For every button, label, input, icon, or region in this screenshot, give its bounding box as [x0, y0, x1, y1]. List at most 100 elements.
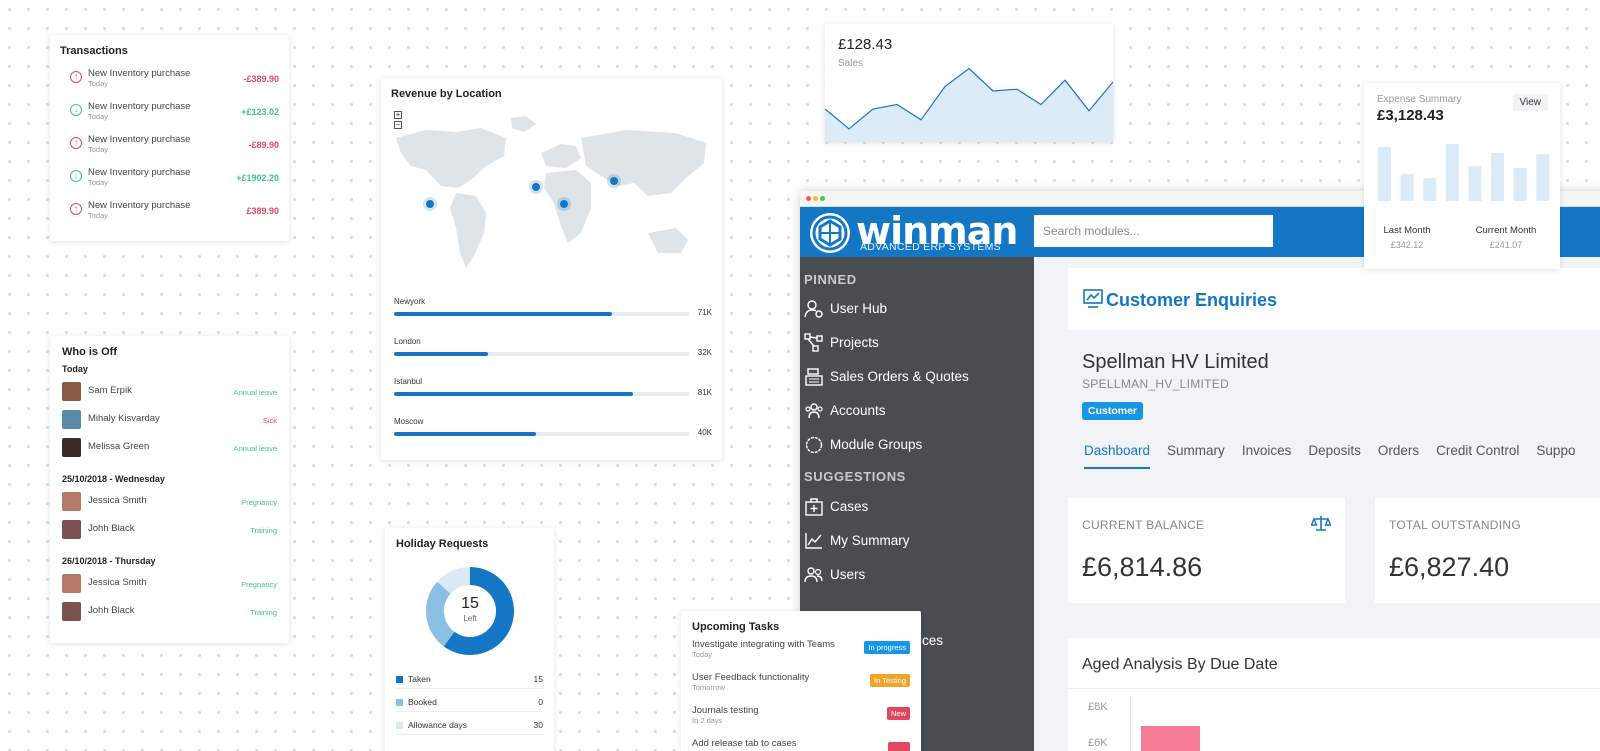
aged-analysis-card: Aged Analysis By Due Date £8K £6K [1068, 638, 1600, 751]
tab-support[interactable]: Suppo [1536, 443, 1576, 458]
location-name: Moscow [394, 417, 424, 426]
sidebar-item-projects[interactable]: Projects [804, 331, 1029, 355]
tab-summary[interactable]: Summary [1167, 443, 1225, 458]
tab-dashboard[interactable]: Dashboard [1084, 443, 1151, 469]
who-is-off-row[interactable]: Johh Black Training [62, 518, 277, 546]
location-progress-fill [394, 392, 633, 396]
tasks-title: Upcoming Tasks [692, 621, 780, 633]
expense-bar [1468, 166, 1482, 201]
sidebar-item-sales-orders[interactable]: Sales Orders & Quotes [804, 365, 1029, 389]
world-map[interactable] [386, 108, 716, 283]
current-month-label: Current Month [1475, 225, 1537, 236]
transaction-amount: £389.90 [246, 206, 279, 216]
task-row[interactable]: Add release tab to cases [692, 738, 910, 751]
tab-credit-control[interactable]: Credit Control [1436, 443, 1520, 458]
map-zoom-out-button[interactable]: − [394, 120, 402, 129]
sidebar-item-cases[interactable]: Cases [804, 495, 1029, 519]
balance-scale-icon [1311, 516, 1331, 531]
sidebar-item-label: Cases [830, 499, 869, 514]
winman-logo-icon[interactable] [810, 213, 850, 253]
sales-card: £128.43 Sales [825, 24, 1113, 142]
expense-view-button[interactable]: View [1512, 94, 1548, 111]
holiday-legend-label: Allowance days [408, 720, 468, 730]
last-month-column: Last Month £342.12 [1367, 225, 1447, 250]
who-is-off-group-heading: 26/10/2018 - Thursday [62, 556, 156, 566]
sales-area [825, 68, 1113, 142]
map-zoom-in-button[interactable]: + [394, 110, 402, 119]
expense-bar [1378, 147, 1391, 201]
transaction-date: Today [88, 79, 109, 88]
module-search-input[interactable] [1034, 215, 1273, 247]
expense-bar [1445, 144, 1459, 201]
transaction-row[interactable]: ↓ New Inventory purchase Today +£1902.20 [60, 165, 279, 198]
logo-tagline: ADVANCED ERP SYSTEMS [860, 241, 1001, 253]
transaction-row[interactable]: ↑ New Inventory purchase Today £389.90 [60, 198, 279, 231]
who-is-off-group-heading: 25/10/2018 - Wednesday [62, 474, 165, 484]
tab-deposits[interactable]: Deposits [1308, 443, 1361, 458]
location-progress-fill [394, 312, 613, 316]
task-row[interactable]: Investigate integrating with Teams Today I… [692, 639, 910, 672]
holiday-legend-row: Taken 15 [396, 666, 543, 689]
task-row[interactable]: Journals testing In 2 days New [692, 705, 910, 738]
current-balance-label: CURRENT BALANCE [1082, 518, 1205, 532]
map-marker-london [532, 183, 540, 191]
aged-bar[interactable] [1141, 726, 1200, 751]
current-month-value: £241.07 [1489, 240, 1523, 250]
window-minimize-button[interactable] [813, 196, 818, 201]
who-is-off-row[interactable]: Jessica Smith Pregnancy [62, 490, 277, 518]
expense-bar [1423, 178, 1437, 201]
transaction-row[interactable]: ↑ New Inventory purchase Today -£389.90 [60, 66, 279, 99]
window-maximize-button[interactable] [820, 196, 825, 201]
sidebar-item-partial[interactable]: ces [804, 629, 1029, 653]
window-close-button[interactable] [806, 196, 811, 201]
expense-bar-chart [1378, 144, 1550, 201]
tab-invoices[interactable]: Invoices [1241, 443, 1292, 458]
expense-label: Expense Summary [1377, 94, 1462, 105]
sidebar-item-user-hub[interactable]: User Hub [804, 297, 1029, 321]
holiday-legend-value: 30 [533, 720, 543, 730]
task-row[interactable]: User Feedback functionality Tomorrow In Te… [692, 672, 910, 705]
who-is-off-row[interactable]: Jessica Smith Pregnancy [62, 572, 277, 600]
task-title: User Feedback functionality [692, 672, 810, 683]
sidebar-item-module-groups[interactable]: Module Groups [804, 433, 1029, 457]
location-progress-bar [394, 432, 689, 436]
company-tabs: Dashboard Summary Invoices Deposits Orders Cr… [1084, 442, 1592, 472]
who-is-off-row[interactable]: Sam Erpik Annual leave [62, 380, 277, 408]
who-is-off-row[interactable]: Mihaly Kisvarday Sick [62, 408, 277, 436]
last-month-label: Last Month [1383, 225, 1431, 236]
users-icon [804, 567, 823, 583]
expense-summary-card: Expense Summary £3,128.43 View Last Mont… [1364, 83, 1560, 269]
who-is-off-row[interactable]: Melissa Green Annual leave [62, 436, 277, 464]
location-name: Istanbul [394, 377, 423, 386]
expense-bar [1491, 153, 1504, 201]
transaction-row[interactable]: ↑ New Inventory purchase Today -£89.90 [60, 132, 279, 165]
person-name: Melissa Green [88, 441, 150, 452]
location-row: Moscow 40K [394, 417, 712, 437]
holiday-legend: Taken 15 Booked 0 Allowance days 30 [396, 666, 543, 735]
location-name: Newyork [394, 297, 426, 306]
who-is-off-row[interactable]: Johh Black Training [62, 600, 277, 628]
upcoming-tasks-card: Upcoming Tasks Investigate integrating w… [681, 611, 921, 751]
leave-type: Annual leave [233, 388, 277, 397]
transaction-row[interactable]: ↓ New Inventory purchase Today +£123.02 [60, 99, 279, 132]
location-progress-bar [394, 352, 689, 356]
revenue-by-location-card: Revenue by Location + − Newyork 71K London… [381, 78, 722, 460]
arrow-up-circle-icon: ↑ [70, 137, 82, 149]
user-settings-icon [804, 300, 823, 318]
holiday-donut [425, 567, 514, 655]
last-month-value: £342.12 [1390, 240, 1424, 250]
transaction-date: Today [88, 178, 109, 187]
sidebar-item-label: Module Groups [830, 437, 923, 452]
transaction-description: New Inventory purchase [88, 134, 191, 145]
revenue-title: Revenue by Location [391, 88, 502, 100]
transaction-description: New Inventory purchase [88, 68, 191, 79]
person-name: Mihaly Kisvarday [88, 413, 160, 424]
sidebar-item-users[interactable]: Users [804, 563, 1029, 587]
location-progress-fill [394, 352, 489, 356]
location-value: 71K [697, 308, 712, 317]
task-status-badge [888, 742, 910, 751]
sidebar-item-accounts[interactable]: Accounts [804, 399, 1029, 423]
tab-orders[interactable]: Orders [1377, 443, 1420, 458]
transaction-amount: -£89.90 [248, 140, 279, 150]
sidebar-item-my-summary[interactable]: My Summary [804, 529, 1029, 553]
